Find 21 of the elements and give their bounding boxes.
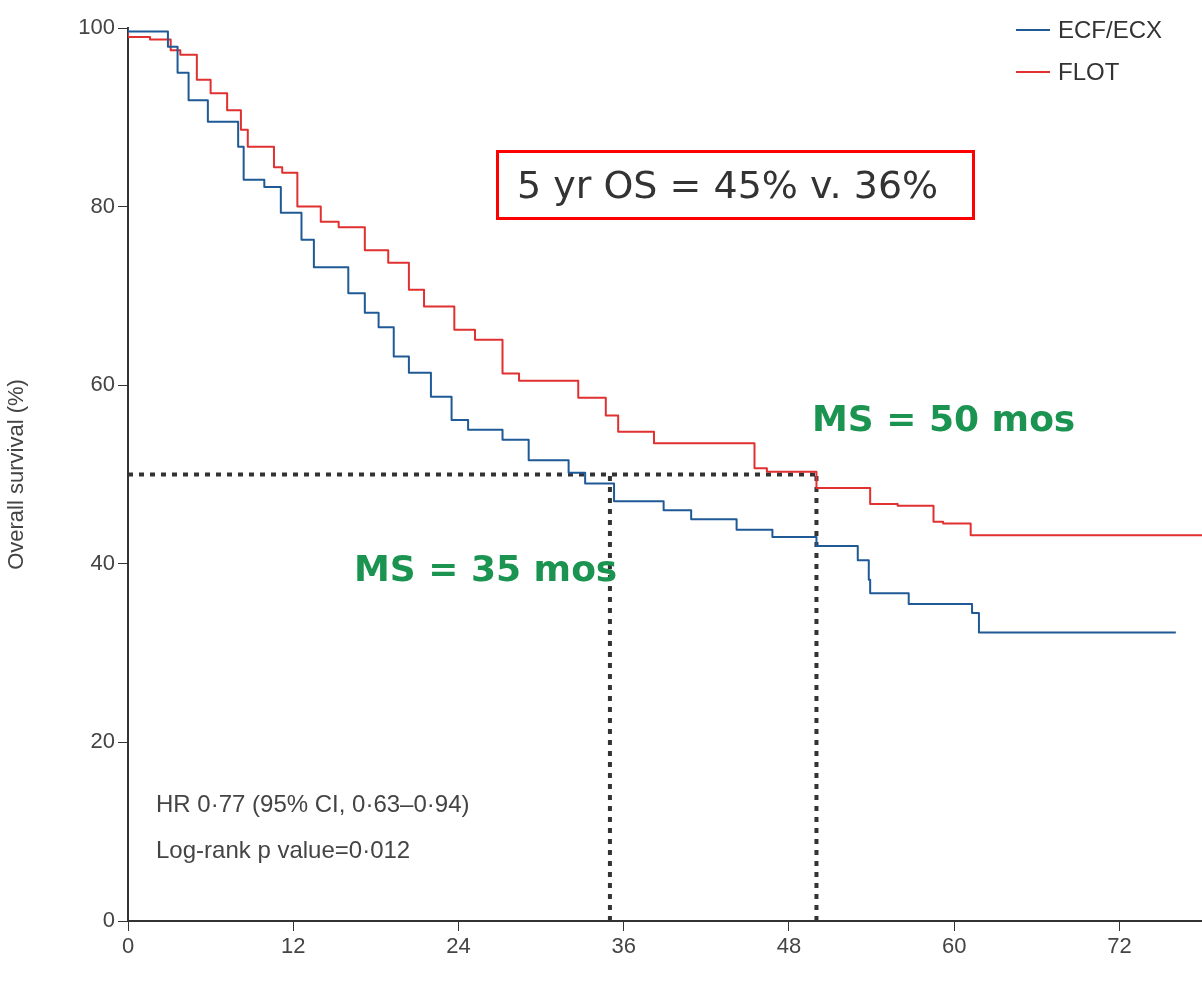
y-tick-label: 80 bbox=[90, 192, 115, 218]
y-tick-label: 20 bbox=[90, 728, 115, 754]
x-tick-label: 72 bbox=[1107, 933, 1132, 959]
y-tick-label: 100 bbox=[78, 14, 115, 40]
x-tick-label: 12 bbox=[280, 933, 306, 959]
y-axis-title: Overall survival (%) bbox=[3, 379, 29, 570]
y-tick-label: 40 bbox=[90, 549, 115, 575]
annotation: MS = 50 mos bbox=[812, 398, 1076, 439]
annotation: MS = 35 mos bbox=[354, 548, 618, 589]
x-tick-label: 60 bbox=[941, 933, 967, 959]
annotation: HR 0·77 (95% CI, 0·63–0·94) bbox=[156, 790, 470, 818]
annotation: 5 yr OS = 45% v. 36% bbox=[496, 150, 976, 220]
x-tick-label: 48 bbox=[776, 933, 802, 959]
y-tick-label: 0 bbox=[102, 907, 115, 933]
legend-label: FLOT bbox=[1057, 58, 1120, 86]
legend-label: ECF/ECX bbox=[1057, 16, 1162, 44]
annotation: Log-rank p value=0·012 bbox=[156, 836, 411, 864]
x-tick-label: 0 bbox=[121, 933, 135, 959]
x-tick-label: 36 bbox=[611, 933, 636, 959]
x-tick-label: 24 bbox=[446, 933, 471, 959]
y-tick-label: 60 bbox=[90, 371, 115, 397]
